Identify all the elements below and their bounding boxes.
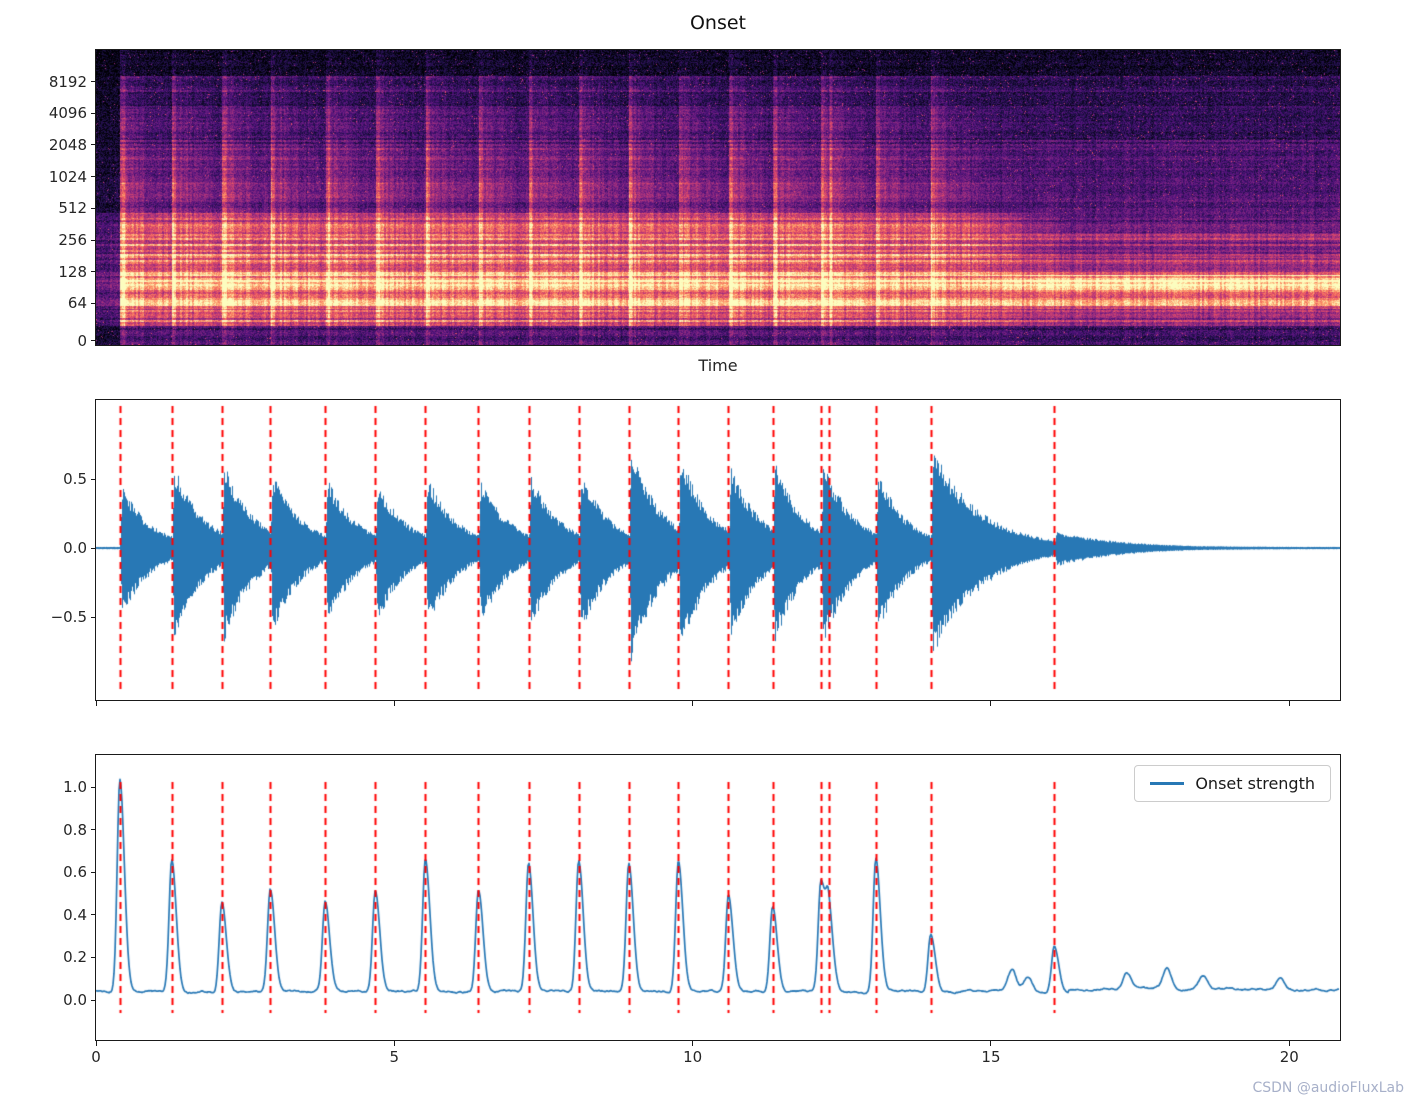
- tick-label: 0.4: [63, 905, 87, 924]
- tick-mark: [393, 701, 395, 706]
- tick-mark: [393, 1041, 395, 1046]
- tick-label: 5: [389, 1048, 400, 1066]
- tick-label: 4096: [48, 104, 87, 123]
- tick-label: 512: [58, 199, 87, 218]
- legend-line-sample-icon: [1150, 782, 1185, 785]
- tick-mark: [990, 1041, 992, 1046]
- tick-label: 20: [1279, 1048, 1299, 1066]
- tick-label: 0: [77, 331, 87, 350]
- figure-title: Onset: [689, 12, 747, 34]
- waveform-axes: [95, 399, 1341, 701]
- tick-mark: [692, 701, 694, 706]
- tick-mark: [692, 1041, 694, 1046]
- tick-label: 1.0: [63, 778, 87, 796]
- tick-label: −0.5: [50, 608, 87, 626]
- tick-label: 256: [58, 231, 87, 250]
- tick-label: 0.0: [63, 539, 87, 557]
- tick-label: 0.0: [63, 991, 87, 1009]
- onset-strength-canvas: [96, 755, 1340, 1040]
- waveform-canvas: [96, 400, 1340, 700]
- spectrogram-axes: [95, 49, 1341, 346]
- onset-strength-axes: Onset strength: [95, 754, 1341, 1041]
- tick-mark: [95, 1041, 97, 1046]
- tick-label: 0.5: [63, 470, 87, 488]
- tick-label: 10: [683, 1048, 703, 1066]
- tick-label: 15: [981, 1048, 1001, 1066]
- tick-mark: [1288, 701, 1290, 706]
- tick-label: 1024: [48, 167, 87, 186]
- spectrogram-canvas: [96, 50, 1340, 345]
- tick-label: 128: [58, 262, 87, 281]
- tick-mark: [990, 701, 992, 706]
- tick-label: 0: [91, 1048, 101, 1066]
- tick-label: 0.2: [63, 948, 87, 967]
- tick-label: 8192: [48, 72, 87, 91]
- legend: Onset strength: [1134, 765, 1331, 802]
- tick-mark: [95, 701, 97, 706]
- tick-label: 2048: [48, 135, 87, 154]
- legend-label: Onset strength: [1195, 774, 1315, 793]
- time-axis-label: Time: [698, 356, 738, 375]
- tick-label: 0.8: [63, 820, 87, 839]
- tick-mark: [1288, 1041, 1290, 1046]
- tick-label: 64: [67, 294, 87, 313]
- watermark: CSDN @audioFluxLab: [1252, 1080, 1404, 1096]
- tick-label: 0.6: [63, 863, 87, 882]
